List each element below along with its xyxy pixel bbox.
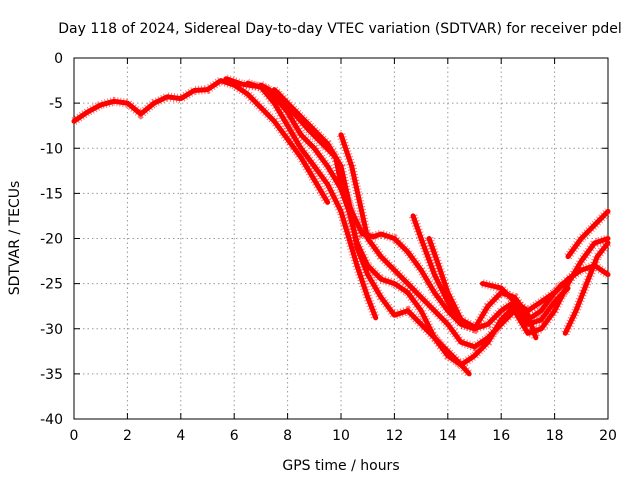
y-tick-label: -15 [40,186,63,202]
x-tick-label: 20 [599,428,617,444]
y-tick-label: -10 [40,141,63,157]
series-markers-track-8 [424,236,477,331]
series-markers-track-6 [336,133,610,352]
x-tick-label: 0 [70,428,79,444]
x-tick-label: 14 [439,428,457,444]
series-line-track-3 [245,80,611,368]
data-series [71,74,612,377]
y-tick-label: -20 [40,232,63,248]
series-markers-track-10 [561,240,612,336]
series-line-track-6 [338,132,611,350]
y-tick-label: -25 [40,277,63,293]
x-tick-label: 4 [176,428,185,444]
series-line-track-11 [565,208,611,260]
grid-lines [74,58,608,419]
series-line-track-9 [480,281,571,327]
x-tick-label: 16 [492,428,510,444]
x-tick-label: 6 [230,428,239,444]
x-axis-label: GPS time / hours [282,458,399,474]
x-tick-label: 10 [332,428,350,444]
x-tick-label: 8 [283,428,292,444]
series-markers-track-2 [224,74,380,320]
y-tick-label: -30 [40,322,63,338]
series-markers-track-5 [271,86,473,377]
y-tick-label: 0 [54,51,63,67]
series-line-track-1 [71,78,331,205]
x-tick-label: 18 [546,428,564,444]
y-tick-label: -35 [40,367,63,383]
y-tick-label: -5 [49,96,63,112]
y-axis-label: SDTVAR / TECUs [7,181,23,296]
series-line-track-5 [271,87,472,377]
y-tick-label: -40 [40,412,63,428]
chart-title: Day 118 of 2024, Sidereal Day-to-day VTE… [58,21,622,37]
x-tick-label: 2 [123,428,132,444]
x-tick-label: 12 [385,428,403,444]
axis-ticks: 0 2 4 6 8 10 12 14 16 18 20 0 -5 -10 -15 -20 -25 -30 -35 -4… [40,51,617,444]
